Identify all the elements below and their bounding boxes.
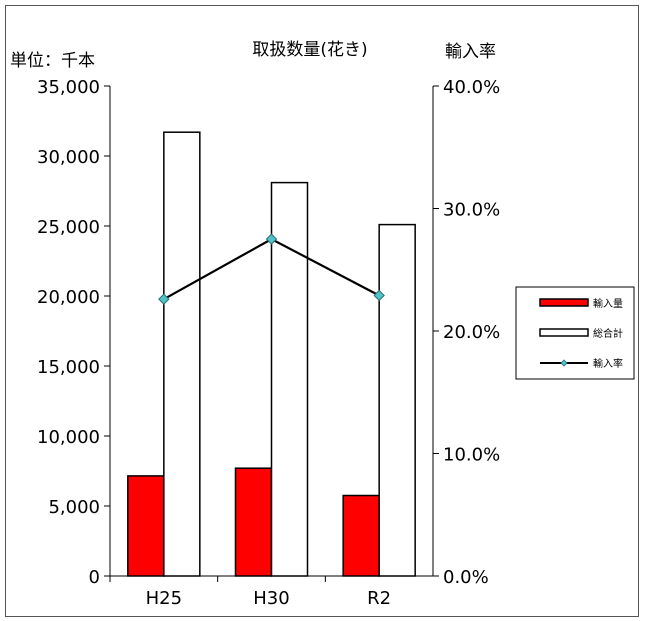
right-axis-tick-label: 30.0% (443, 200, 500, 221)
left-axis-tick-label: 0 (89, 567, 100, 588)
bar-輸入量-H30 (234, 467, 273, 577)
legend-marker-輸入率 (560, 359, 568, 367)
right-axis-tick-label: 40.0% (443, 77, 500, 98)
right-axis-tick-label: 0.0% (443, 567, 489, 588)
right-axis-label: 輸入率 (445, 42, 496, 62)
legend-label-輸入率: 輸入率 (593, 357, 623, 370)
left-axis-tick-label: 35,000 (37, 77, 100, 98)
left-axis-tick-label: 10,000 (37, 427, 100, 448)
bar-輸入量-H25 (127, 475, 165, 577)
right-axis-tick-label: 20.0% (443, 322, 500, 343)
bar-総合計-R2 (378, 223, 416, 577)
legend-label-総合計: 総合計 (593, 327, 623, 340)
left-axis-tick-label: 20,000 (37, 287, 100, 308)
left-axis-tick-label: 25,000 (37, 217, 100, 238)
left-axis-unit-label: 単位：千本 (10, 51, 95, 71)
chart-frame (5, 5, 639, 617)
x-axis-tick-label: R2 (367, 588, 391, 609)
line-point-輸入率-R2 (373, 289, 385, 302)
bar-輸入量-R2 (342, 494, 380, 577)
left-axis-tick-label: 30,000 (37, 147, 100, 168)
x-axis-tick-label: H25 (146, 588, 182, 609)
right-axis-tick-label: 10.0% (443, 445, 500, 466)
legend-swatch-輸入量 (539, 298, 589, 307)
x-axis-tick-label: H30 (253, 588, 289, 609)
left-axis-tick-label: 5,000 (48, 497, 100, 518)
line-point-輸入率-H30 (265, 233, 278, 245)
legend-label-輸入量: 輸入量 (593, 297, 623, 310)
line-point-輸入率-H25 (158, 293, 170, 305)
bar-総合計-H25 (163, 131, 201, 577)
legend-swatch-総合計 (539, 328, 589, 337)
chart-title: 取扱数量(花き) (252, 40, 367, 60)
left-axis-tick-label: 15,000 (37, 357, 100, 378)
plot-area: 0 5,000 10,000 15,000 20,000 25,000 30,000 35,0… (37, 77, 500, 609)
